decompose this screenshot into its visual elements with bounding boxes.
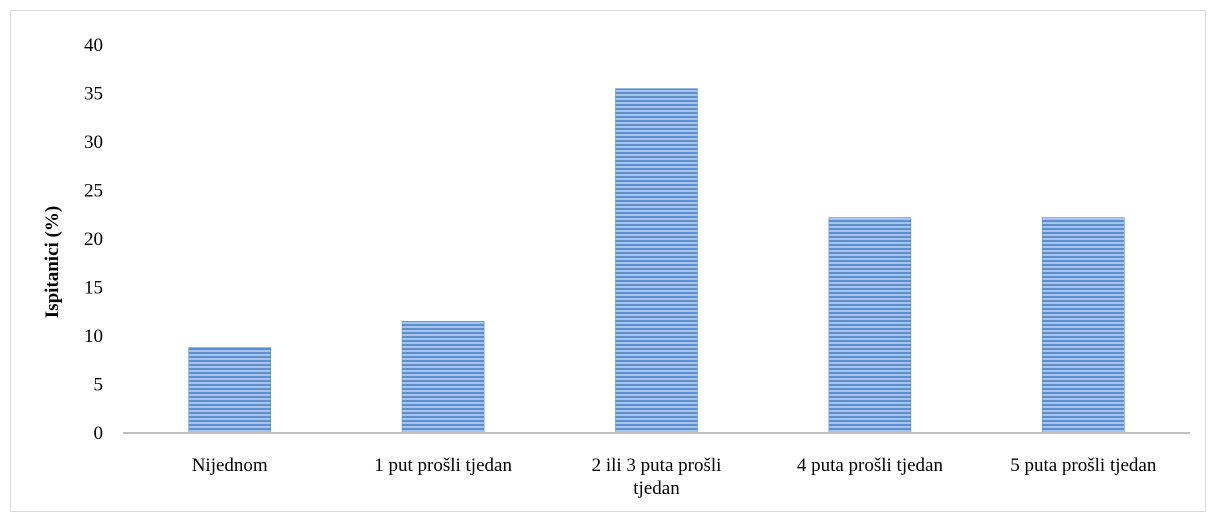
- x-tick-label-line: Nijednom: [192, 455, 268, 476]
- bar: [828, 217, 912, 434]
- y-tick-label: 25: [84, 181, 103, 202]
- x-tick-label: 1 put prošli tjedan: [374, 455, 512, 476]
- x-tick-label: 5 puta prošli tjedan: [1010, 455, 1157, 476]
- y-axis-title: Ispitanici (%): [42, 206, 63, 318]
- x-tick-label: 4 puta prošli tjedan: [797, 455, 944, 476]
- x-tick-label-line: 4 puta prošli tjedan: [797, 455, 944, 476]
- bar: [1042, 217, 1125, 434]
- y-tick-label: 20: [84, 229, 103, 250]
- x-tick-label-line: tjedan: [633, 478, 680, 499]
- y-tick-label: 10: [84, 326, 103, 347]
- bar: [188, 347, 271, 434]
- y-tick-label: 40: [84, 35, 103, 56]
- x-tick-label-line: 2 ili 3 puta prošli: [592, 455, 722, 476]
- y-tick-label: 35: [84, 84, 103, 105]
- x-tick-labels: Nijednom 1 put prošli tjedan 2 ili 3 puta …: [192, 455, 1157, 499]
- y-tick-label: 15: [84, 278, 103, 299]
- bar: [401, 321, 485, 434]
- bars: [188, 88, 1125, 434]
- y-tick-label: 0: [94, 423, 104, 444]
- y-tick-label: 5: [94, 375, 104, 396]
- x-tick-label-line: 5 puta prošli tjedan: [1010, 455, 1157, 476]
- y-tick-labels: 0 5 10 15 20 25 30 35 40: [84, 35, 103, 444]
- x-tick-label: Nijednom: [192, 455, 268, 476]
- bar: [615, 88, 698, 434]
- x-tick-label-line: 1 put prošli tjedan: [374, 455, 512, 476]
- x-tick-label: 2 ili 3 puta prošli tjedan: [592, 455, 722, 499]
- y-tick-label: 30: [84, 132, 103, 153]
